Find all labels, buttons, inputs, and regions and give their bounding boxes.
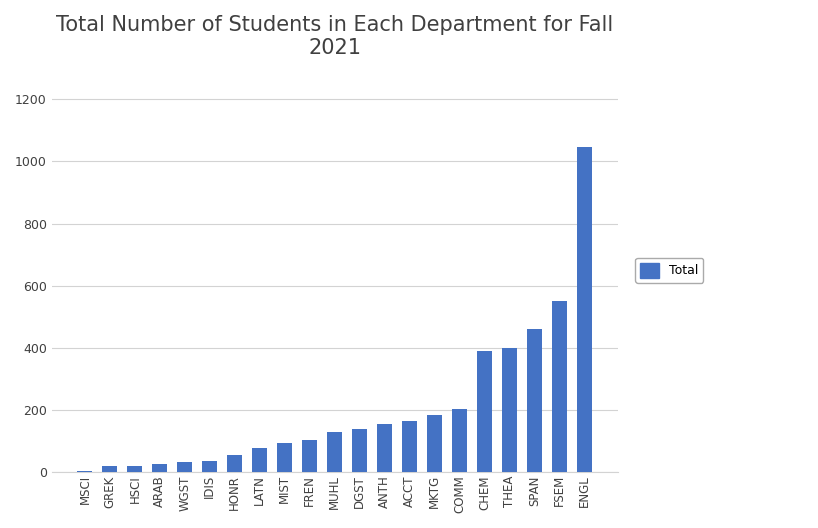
Bar <box>527 329 542 473</box>
Bar <box>102 466 118 473</box>
Bar <box>128 466 142 473</box>
Bar <box>427 415 443 473</box>
Bar <box>377 425 392 473</box>
Bar <box>252 448 267 473</box>
Bar <box>552 301 567 473</box>
Bar <box>202 460 218 473</box>
Bar <box>178 461 192 473</box>
Bar <box>577 147 592 473</box>
Title: Total Number of Students in Each Department for Fall
2021: Total Number of Students in Each Departm… <box>56 15 614 58</box>
Bar <box>502 348 517 473</box>
Bar <box>277 443 292 473</box>
Bar <box>303 440 317 473</box>
Bar <box>477 351 492 473</box>
Bar <box>78 471 92 473</box>
Bar <box>327 432 342 473</box>
Bar <box>353 429 367 473</box>
Bar <box>152 464 168 473</box>
Bar <box>402 421 417 473</box>
Bar <box>452 409 467 473</box>
Legend: Total: Total <box>636 258 703 283</box>
Bar <box>227 455 242 473</box>
